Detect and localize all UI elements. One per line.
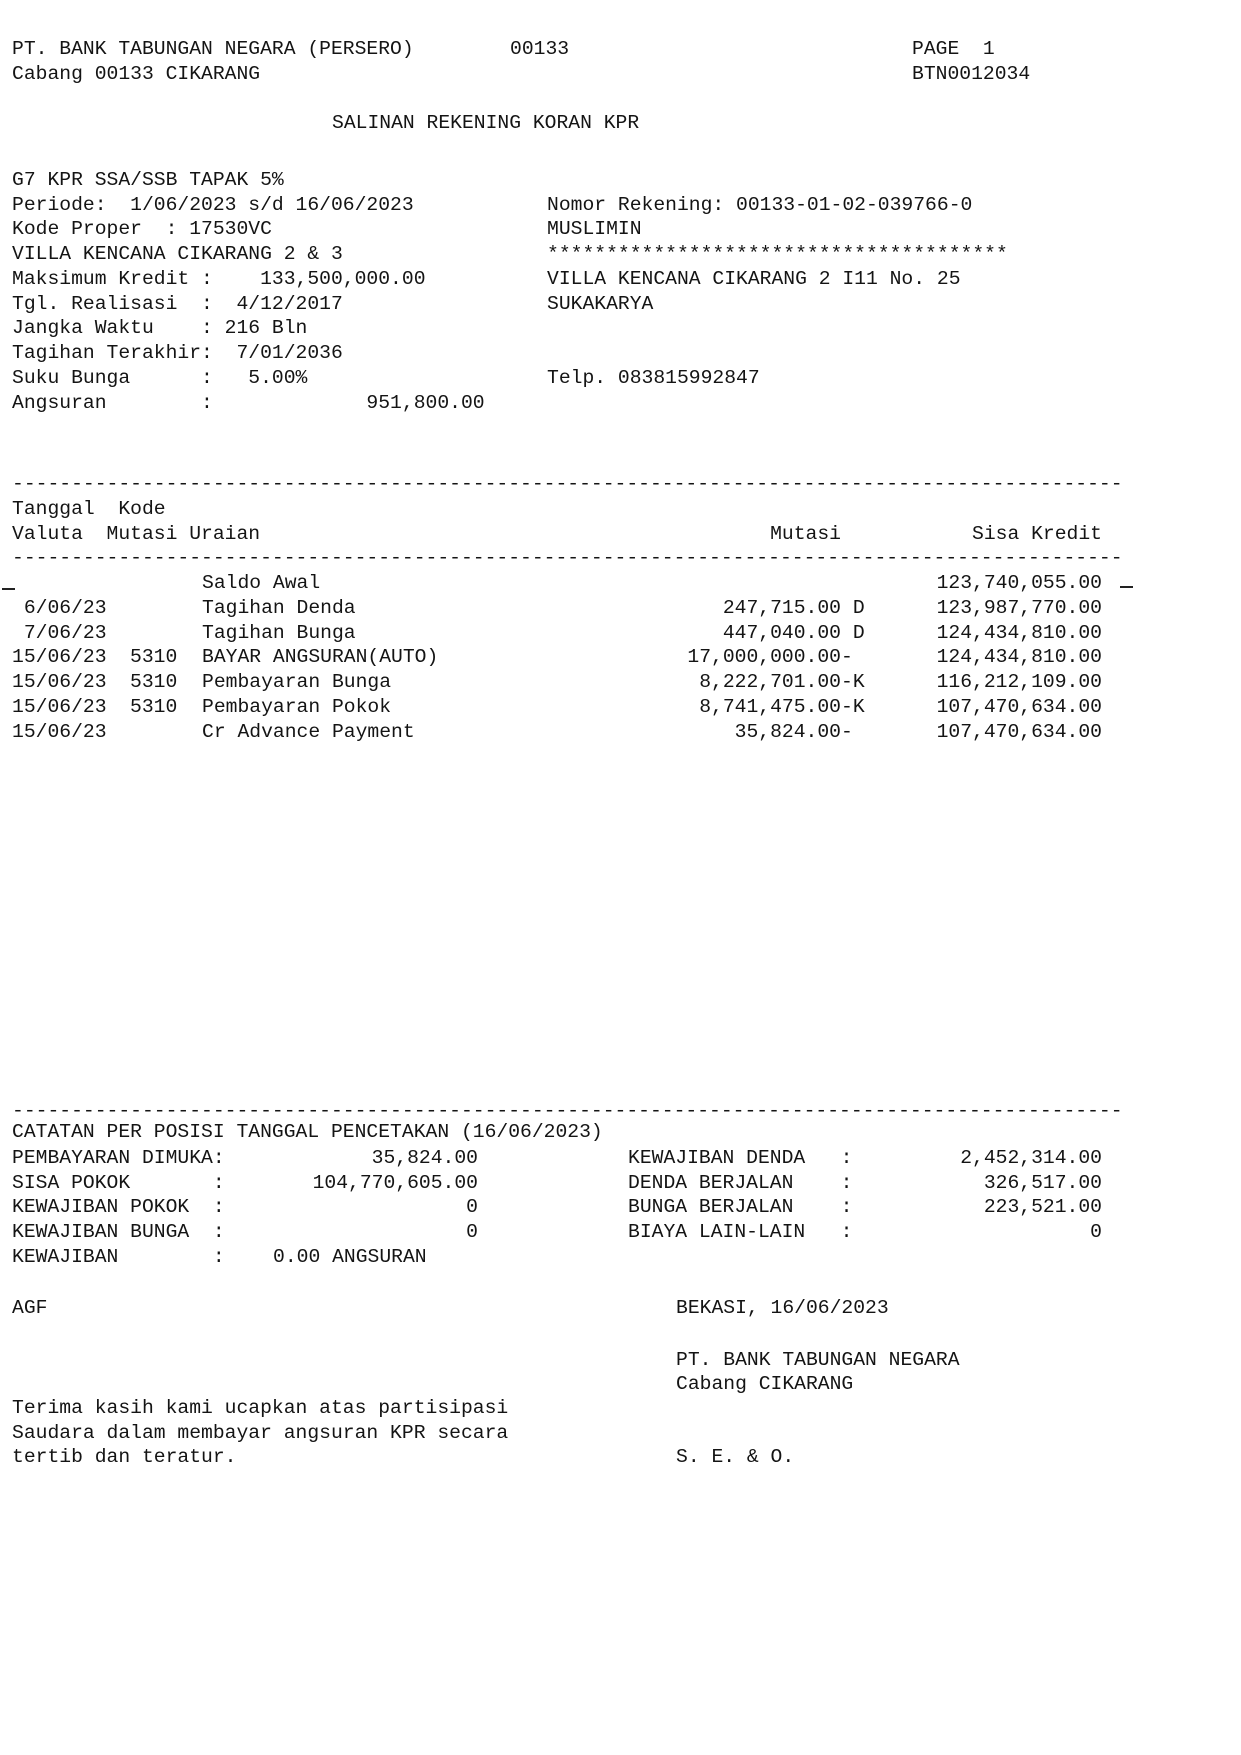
info-kode-proper: Kode Proper : 17530VC bbox=[12, 218, 272, 240]
info-angsuran: Angsuran : 951,800.00 bbox=[12, 392, 485, 414]
balance-cell: 124,434,810.00 bbox=[936, 622, 1102, 644]
amount-suffix: D bbox=[841, 597, 865, 619]
doc-code: BTN0012034 bbox=[912, 63, 1031, 85]
summary-value: 0 bbox=[466, 1221, 478, 1243]
table-header-row1: Tanggal Kode bbox=[12, 498, 166, 520]
description-cell: Pembayaran Pokok bbox=[202, 696, 392, 718]
customer-phone: Telp. 083815992847 bbox=[547, 367, 760, 389]
code-cell: 5310 bbox=[130, 696, 178, 718]
amount-suffix: - bbox=[841, 721, 853, 743]
summary-value: 2,452,314.00 bbox=[960, 1147, 1102, 1169]
footer-thanks-line2: Saudara dalam membayar angsuran KPR seca… bbox=[12, 1422, 509, 1444]
masked-line: *************************************** bbox=[547, 243, 1008, 265]
footer-thanks-line1: Terima kasih kami ucapkan atas partisipa… bbox=[12, 1397, 509, 1419]
divider-line: ----------------------------------------… bbox=[12, 473, 1123, 495]
summary-label: DENDA BERJALAN : bbox=[628, 1172, 853, 1194]
amount-cell: 35,824.00 bbox=[734, 721, 841, 743]
branch-code: 00133 bbox=[510, 38, 570, 60]
code-cell: 5310 bbox=[130, 671, 178, 693]
summary-value: 0 bbox=[1090, 1221, 1102, 1243]
customer-address: VILLA KENCANA CIKARANG 2 I11 No. 25 bbox=[547, 268, 961, 290]
info-jangka-waktu: Jangka Waktu : 216 Bln bbox=[12, 317, 308, 339]
date-cell: 15/06/23 bbox=[12, 646, 107, 668]
customer-name: MUSLIMIN bbox=[547, 218, 642, 240]
info-tagihan-terakhir: Tagihan Terakhir: 7/01/2036 bbox=[12, 342, 343, 364]
description-cell: Pembayaran Bunga bbox=[202, 671, 392, 693]
description-cell: BAYAR ANGSURAN(AUTO) bbox=[202, 646, 439, 668]
catatan-title: CATATAN PER POSISI TANGGAL PENCETAKAN (1… bbox=[12, 1121, 603, 1143]
page-number: PAGE 1 bbox=[912, 38, 995, 60]
info-suku-bunga: Suku Bunga : 5.00% bbox=[12, 367, 308, 389]
balance-cell: 107,470,634.00 bbox=[936, 721, 1102, 743]
summary-label: KEWAJIBAN BUNGA : bbox=[12, 1221, 225, 1243]
summary-label: SISA POKOK : bbox=[12, 1172, 225, 1194]
summary-label: KEWAJIBAN : bbox=[12, 1246, 225, 1268]
balance-cell: 107,470,634.00 bbox=[936, 696, 1102, 718]
summary-value: 326,517.00 bbox=[983, 1172, 1102, 1194]
account-number: Nomor Rekening: 00133-01-02-039766-0 bbox=[547, 194, 973, 216]
footer-bank-name: PT. BANK TABUNGAN NEGARA bbox=[676, 1349, 960, 1371]
amount-suffix: -K bbox=[841, 671, 865, 693]
bank-name: PT. BANK TABUNGAN NEGARA (PERSERO) bbox=[12, 38, 414, 60]
summary-label: BIAYA LAIN-LAIN : bbox=[628, 1221, 853, 1243]
info-product-line: G7 KPR SSA/SSB TAPAK 5% bbox=[12, 169, 284, 191]
code-cell: 5310 bbox=[130, 646, 178, 668]
balance-cell: 124,434,810.00 bbox=[936, 646, 1102, 668]
footer-seo: S. E. & O. bbox=[676, 1446, 795, 1468]
amount-cell: 447,040.00 bbox=[722, 622, 841, 644]
table-header-row2: Valuta Mutasi Uraian bbox=[12, 523, 261, 545]
info-maksimum-kredit: Maksimum Kredit : 133,500,000.00 bbox=[12, 268, 426, 290]
summary-label: KEWAJIBAN DENDA : bbox=[628, 1147, 853, 1169]
balance-cell: 123,987,770.00 bbox=[936, 597, 1102, 619]
footer-thanks-line3: tertib dan teratur. bbox=[12, 1446, 237, 1468]
date-cell: 7/06/23 bbox=[12, 622, 107, 644]
balance-cell: 116,212,109.00 bbox=[936, 671, 1102, 693]
table-header-sisa: Sisa Kredit bbox=[972, 523, 1102, 545]
divider-line: ----------------------------------------… bbox=[12, 1100, 1123, 1122]
summary-value: 0 bbox=[466, 1196, 478, 1218]
report-title: SALINAN REKENING KORAN KPR bbox=[332, 112, 640, 134]
summary-label: KEWAJIBAN POKOK : bbox=[12, 1196, 225, 1218]
info-periode: Periode: 1/06/2023 s/d 16/06/2023 bbox=[12, 194, 414, 216]
divider-line: ----------------------------------------… bbox=[12, 547, 1123, 569]
balance-cell: 123,740,055.00 bbox=[936, 572, 1102, 594]
description-cell: Tagihan Bunga bbox=[202, 622, 356, 644]
summary-label: PEMBAYARAN DIMUKA: bbox=[12, 1147, 225, 1169]
table-header-mutasi: Mutasi bbox=[770, 523, 841, 545]
date-cell: 15/06/23 bbox=[12, 671, 107, 693]
amount-cell: 8,222,701.00 bbox=[699, 671, 841, 693]
description-cell: Saldo Awal bbox=[202, 572, 321, 594]
summary-value: 104,770,605.00 bbox=[312, 1172, 478, 1194]
date-cell: 6/06/23 bbox=[12, 597, 107, 619]
amount-cell: 17,000,000.00 bbox=[687, 646, 841, 668]
date-cell: 15/06/23 bbox=[12, 721, 107, 743]
amount-cell: 8,741,475.00 bbox=[699, 696, 841, 718]
description-cell: Tagihan Denda bbox=[202, 597, 356, 619]
customer-city: SUKAKARYA bbox=[547, 293, 654, 315]
amount-suffix: D bbox=[841, 622, 865, 644]
info-tgl-realisasi: Tgl. Realisasi : 4/12/2017 bbox=[12, 293, 343, 315]
summary-label: BUNGA BERJALAN : bbox=[628, 1196, 853, 1218]
summary-value: 35,824.00 bbox=[371, 1147, 478, 1169]
info-proyek: VILLA KENCANA CIKARANG 2 & 3 bbox=[12, 243, 343, 265]
summary-value: 223,521.00 bbox=[983, 1196, 1102, 1218]
footer-branch: Cabang CIKARANG bbox=[676, 1373, 854, 1395]
crop-mark-left bbox=[2, 588, 15, 590]
crop-mark-right bbox=[1120, 586, 1133, 588]
date-cell: 15/06/23 bbox=[12, 696, 107, 718]
description-cell: Cr Advance Payment bbox=[202, 721, 415, 743]
summary-value: 0.00 ANGSURAN bbox=[273, 1246, 427, 1268]
amount-cell: 247,715.00 bbox=[722, 597, 841, 619]
branch-line: Cabang 00133 CIKARANG bbox=[12, 63, 261, 85]
amount-suffix: - bbox=[841, 646, 853, 668]
footer-city-date: BEKASI, 16/06/2023 bbox=[676, 1297, 889, 1319]
amount-suffix: -K bbox=[841, 696, 865, 718]
footer-agf: AGF bbox=[12, 1297, 48, 1319]
